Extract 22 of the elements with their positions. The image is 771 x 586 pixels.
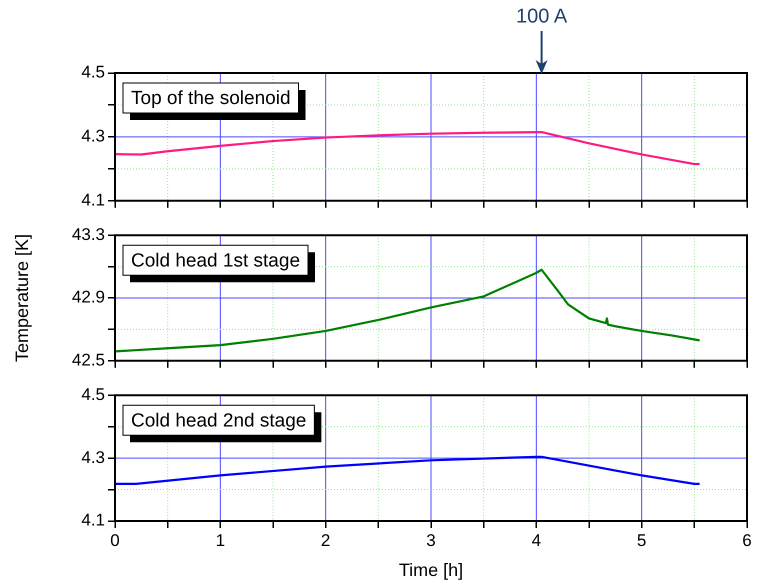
- x-axis-title: Time [h]: [398, 560, 464, 580]
- y-tick-label: 4.5: [81, 62, 105, 82]
- x-tick-label: 0: [110, 530, 120, 550]
- x-tick-label: 1: [216, 530, 226, 550]
- x-tick-label: 3: [426, 530, 436, 550]
- text: Cold head 2nd stage: [131, 410, 306, 432]
- y-tick-label: 43.3: [72, 224, 105, 244]
- x-tick-label: 4: [532, 530, 542, 550]
- x-tick-label: 5: [636, 530, 646, 550]
- x-tick-label: 2: [320, 530, 330, 550]
- y-tick-label: 42.5: [72, 350, 105, 370]
- y-tick-label: 4.1: [81, 510, 105, 530]
- y-tick-label: 4.1: [81, 190, 105, 210]
- y-tick-label: 4.5: [81, 384, 105, 404]
- y-tick-label: 42.9: [72, 288, 105, 307]
- text: 100 A: [516, 6, 568, 28]
- text: Top of the solenoid: [131, 88, 291, 110]
- text: Cold head 1st stage: [131, 250, 300, 272]
- y-axis-title: Temperature [K]: [12, 234, 32, 362]
- y-tick-label: 4.3: [81, 448, 105, 467]
- x-tick-label: 6: [742, 530, 752, 550]
- y-tick-label: 4.3: [81, 126, 105, 146]
